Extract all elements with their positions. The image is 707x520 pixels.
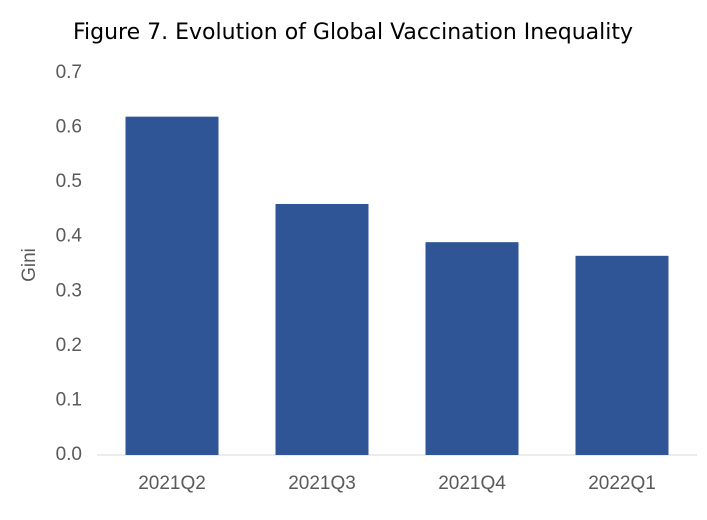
x-tick-label: 2022Q1: [588, 473, 656, 494]
chart-title: Figure 7. Evolution of Global Vaccinatio…: [73, 20, 633, 45]
y-axis-label: Gini: [19, 248, 40, 282]
y-tick-label: 0.5: [56, 171, 82, 192]
y-tick-label: 0.1: [56, 389, 82, 410]
bar: [425, 242, 519, 455]
y-tick-label: 0.2: [56, 335, 82, 356]
x-tick-label: 2021Q3: [288, 473, 356, 494]
y-tick-label: 0.4: [56, 226, 83, 247]
y-tick-label: 0.7: [56, 62, 82, 83]
x-tick-label: 2021Q4: [438, 473, 506, 494]
bar: [125, 116, 219, 456]
y-tick-label: 0.0: [56, 444, 82, 465]
x-tick-label: 2021Q2: [138, 473, 206, 494]
bar: [275, 203, 369, 455]
y-tick-label: 0.6: [56, 117, 82, 138]
y-tick-label: 0.3: [56, 280, 82, 301]
bar: [575, 255, 669, 455]
